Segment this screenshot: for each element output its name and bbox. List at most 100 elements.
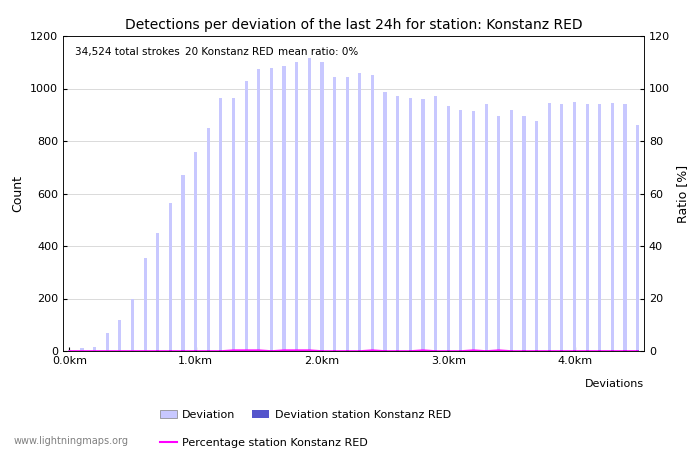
Bar	[636, 125, 639, 351]
Bar	[371, 75, 374, 351]
Bar	[257, 350, 260, 351]
Percentage station Konstanz RED	[293, 347, 301, 353]
Bar	[510, 109, 513, 351]
Bar	[232, 98, 235, 351]
Percentage station Konstanz RED	[191, 348, 200, 354]
Bar	[169, 202, 172, 351]
Percentage station Konstanz RED	[305, 347, 314, 353]
Percentage station Konstanz RED	[533, 348, 541, 354]
Bar	[206, 350, 210, 351]
Percentage station Konstanz RED	[621, 348, 629, 354]
Bar	[68, 350, 71, 351]
Bar	[156, 233, 160, 351]
Percentage station Konstanz RED	[356, 348, 364, 354]
Text: Deviations: Deviations	[585, 379, 644, 389]
Bar	[156, 350, 160, 351]
Bar	[396, 96, 399, 351]
Bar	[358, 73, 361, 351]
Bar	[219, 350, 223, 351]
Bar	[484, 350, 488, 351]
Percentage station Konstanz RED	[608, 348, 617, 354]
Bar	[611, 350, 614, 351]
Bar	[144, 258, 147, 351]
Percentage station Konstanz RED	[393, 348, 402, 354]
Bar	[624, 104, 626, 351]
Percentage station Konstanz RED	[494, 347, 503, 353]
Percentage station Konstanz RED	[634, 348, 642, 354]
Bar	[636, 350, 639, 351]
Percentage station Konstanz RED	[255, 347, 263, 353]
Percentage station Konstanz RED	[456, 348, 465, 354]
Bar	[421, 99, 424, 351]
Bar	[118, 320, 121, 351]
Line: Percentage station Konstanz RED: Percentage station Konstanz RED	[69, 350, 638, 351]
Bar	[333, 76, 336, 351]
Percentage station Konstanz RED	[469, 347, 477, 353]
Text: 20 Konstanz RED: 20 Konstanz RED	[185, 47, 274, 57]
Bar	[598, 350, 601, 351]
Bar	[80, 348, 83, 351]
Bar	[384, 92, 386, 351]
Text: mean ratio: 0%: mean ratio: 0%	[278, 47, 358, 57]
Percentage station Konstanz RED	[570, 348, 579, 354]
Bar	[283, 66, 286, 351]
Bar	[459, 109, 463, 351]
Bar	[547, 103, 551, 351]
Percentage station Konstanz RED	[65, 348, 74, 354]
Percentage station Konstanz RED	[178, 348, 187, 354]
Bar	[371, 350, 374, 351]
Percentage station Konstanz RED	[431, 348, 440, 354]
Percentage station Konstanz RED	[330, 348, 339, 354]
Bar	[333, 350, 336, 351]
Bar	[573, 102, 576, 351]
Bar	[497, 116, 500, 351]
Percentage station Konstanz RED	[343, 348, 351, 354]
Bar	[169, 350, 172, 351]
Percentage station Konstanz RED	[230, 347, 238, 353]
Bar	[421, 350, 424, 351]
Bar	[346, 350, 349, 351]
Bar	[624, 350, 626, 351]
Bar	[472, 111, 475, 351]
Percentage station Konstanz RED	[406, 348, 414, 354]
Percentage station Konstanz RED	[78, 348, 86, 354]
Bar	[232, 350, 235, 351]
Bar	[321, 62, 323, 351]
Bar	[447, 350, 450, 351]
Percentage station Konstanz RED	[482, 348, 490, 354]
Bar	[535, 122, 538, 351]
Bar	[522, 350, 526, 351]
Bar	[194, 152, 197, 351]
Text: www.lightningmaps.org: www.lightningmaps.org	[14, 436, 129, 446]
Percentage station Konstanz RED	[558, 348, 566, 354]
Bar	[308, 58, 311, 351]
Percentage station Konstanz RED	[520, 348, 528, 354]
Percentage station Konstanz RED	[583, 348, 592, 354]
Bar	[321, 350, 323, 351]
Bar	[510, 350, 513, 351]
Title: Detections per deviation of the last 24h for station: Konstanz RED: Detections per deviation of the last 24h…	[125, 18, 582, 32]
Bar	[611, 103, 614, 351]
Percentage station Konstanz RED	[280, 347, 288, 353]
Bar	[459, 350, 463, 351]
Bar	[384, 350, 386, 351]
Text: 34,524 total strokes: 34,524 total strokes	[75, 47, 179, 57]
Bar	[409, 350, 412, 351]
Bar	[434, 96, 438, 351]
Bar	[219, 98, 223, 351]
Percentage station Konstanz RED	[103, 348, 111, 354]
Percentage station Konstanz RED	[166, 348, 174, 354]
Bar	[270, 350, 273, 351]
Percentage station Konstanz RED	[368, 347, 377, 353]
Legend: Percentage station Konstanz RED: Percentage station Konstanz RED	[155, 434, 372, 450]
Bar	[346, 76, 349, 351]
Bar	[497, 350, 500, 351]
Bar	[106, 333, 108, 351]
Bar	[484, 104, 488, 351]
Bar	[573, 350, 576, 351]
Bar	[181, 350, 185, 351]
Bar	[434, 350, 438, 351]
Percentage station Konstanz RED	[318, 348, 326, 354]
Bar	[257, 69, 260, 351]
Y-axis label: Count: Count	[11, 175, 25, 212]
